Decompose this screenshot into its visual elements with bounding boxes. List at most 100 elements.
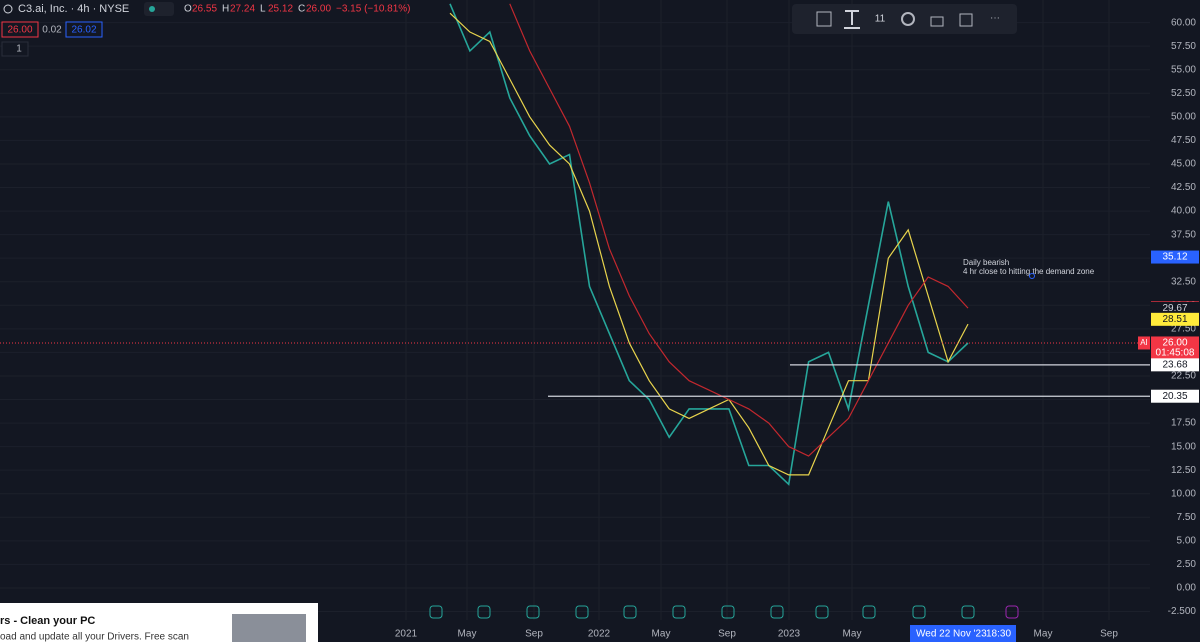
y-tick-label: 50.00 bbox=[1171, 111, 1196, 122]
earnings-icon[interactable] bbox=[912, 605, 926, 619]
status bbox=[144, 2, 174, 16]
toolbar bbox=[792, 4, 1017, 34]
ohlc-key: O bbox=[184, 4, 192, 15]
bid-box[interactable] bbox=[1, 21, 39, 38]
earnings-icon[interactable] bbox=[575, 605, 589, 619]
y-tick-label: 22.50 bbox=[1171, 371, 1196, 382]
annotation: 4 hr close to hitting the demand zone bbox=[963, 267, 1095, 276]
x-tick-label: Sep bbox=[718, 629, 736, 640]
price-label-box bbox=[1151, 358, 1199, 372]
crosshair-time: 18:30 bbox=[986, 629, 1011, 640]
lock[interactable] bbox=[930, 16, 944, 27]
earnings-icon[interactable] bbox=[770, 605, 784, 619]
x-tick-label: May bbox=[652, 629, 671, 640]
indicators-box[interactable] bbox=[1, 41, 29, 57]
badge: AI bbox=[1140, 338, 1148, 347]
price-label: 35.12 bbox=[1162, 252, 1187, 263]
y-tick-label: 7.50 bbox=[1177, 512, 1197, 523]
x-tick-label: Sep bbox=[1100, 629, 1118, 640]
font-size[interactable]: 11 bbox=[875, 14, 886, 25]
y-tick-label: 15.00 bbox=[1171, 441, 1196, 452]
series-line bbox=[509, 3, 969, 457]
ohlc-key: L bbox=[260, 4, 266, 15]
earnings-icon[interactable] bbox=[526, 605, 540, 619]
y-tick-label: 12.50 bbox=[1171, 465, 1196, 476]
earnings-icon[interactable] bbox=[862, 605, 876, 619]
more[interactable]: ··· bbox=[990, 13, 1000, 24]
y-tick-label: 55.00 bbox=[1171, 64, 1196, 75]
price-label-box bbox=[1151, 301, 1199, 315]
x-tick-label: 2021 bbox=[395, 629, 418, 640]
icon bbox=[3, 4, 13, 14]
price-label: 26.00 bbox=[1162, 338, 1187, 349]
symbol: C3.ai, Inc. · 4h · NYSE bbox=[18, 3, 129, 15]
price-label: 28.51 bbox=[1162, 314, 1187, 325]
y-tick-label: 5.00 bbox=[1177, 535, 1197, 546]
y-tick-label: 57.50 bbox=[1171, 41, 1196, 52]
ohlc-key: H bbox=[222, 4, 229, 15]
badge-box bbox=[1138, 336, 1150, 350]
ohlc-key: C bbox=[298, 4, 305, 15]
countdown: 01:45:08 bbox=[1156, 348, 1195, 359]
price-label-box bbox=[1151, 389, 1199, 403]
y-tick-label: 10.00 bbox=[1171, 488, 1196, 499]
anchor bbox=[1029, 273, 1035, 279]
ad-text: oad and update all your Drivers. Free sc… bbox=[0, 632, 189, 642]
price-label: 29.67 bbox=[1162, 303, 1187, 314]
series-line bbox=[449, 12, 969, 476]
y-tick-label: -2.500 bbox=[1168, 606, 1197, 617]
bid: 26.00 bbox=[7, 25, 32, 36]
y-tick-label: 2.50 bbox=[1177, 559, 1197, 570]
ad-title: rs - Clean your PC bbox=[0, 615, 95, 627]
crosshair-date: Wed 22 Nov '23 bbox=[916, 629, 987, 640]
annotation: Daily bearish bbox=[963, 258, 1009, 267]
y-tick-label: 52.50 bbox=[1171, 88, 1196, 99]
ask-box[interactable] bbox=[65, 21, 103, 38]
text-tool[interactable] bbox=[844, 10, 860, 29]
earnings-icon[interactable] bbox=[815, 605, 829, 619]
x-tick-label: 2022 bbox=[588, 629, 611, 640]
y-tick-label: 37.50 bbox=[1171, 229, 1196, 240]
y-tick-label: 17.50 bbox=[1171, 418, 1196, 429]
crosshair-box bbox=[910, 625, 1016, 642]
ohlc-value: 26.00 bbox=[306, 4, 331, 15]
earnings-icon[interactable] bbox=[429, 605, 443, 619]
x-tick-label: May bbox=[1034, 629, 1053, 640]
earnings-icon[interactable] bbox=[961, 605, 975, 619]
ohlc-value: 26.55 bbox=[192, 4, 217, 15]
ask: 26.02 bbox=[71, 25, 96, 36]
earnings-icon[interactable] bbox=[623, 605, 637, 619]
price-label: 23.68 bbox=[1162, 359, 1187, 370]
price-label-box bbox=[1151, 312, 1199, 326]
price-label-box bbox=[1151, 250, 1199, 264]
y-tick-label: 47.50 bbox=[1171, 135, 1196, 146]
y-tick-label: 27.50 bbox=[1171, 323, 1196, 334]
earnings-icon[interactable] bbox=[477, 605, 491, 619]
y-tick-label: 32.50 bbox=[1171, 276, 1196, 287]
y-tick-label: 60.00 bbox=[1171, 17, 1196, 28]
ad-image bbox=[232, 614, 306, 642]
earnings-icon[interactable] bbox=[721, 605, 735, 619]
x-tick-label: May bbox=[458, 629, 477, 640]
y-tick-label: 40.00 bbox=[1171, 206, 1196, 217]
indicators: 1 bbox=[16, 44, 22, 55]
ohlc-value: 27.24 bbox=[230, 4, 255, 15]
price-label-box bbox=[1151, 336, 1199, 359]
x-tick-label: 2023 bbox=[778, 629, 801, 640]
settings[interactable] bbox=[901, 12, 915, 26]
delete[interactable] bbox=[959, 13, 973, 27]
spread: 0.02 bbox=[42, 25, 62, 36]
x-tick-label: Sep bbox=[525, 629, 543, 640]
tool-icon[interactable] bbox=[816, 11, 832, 27]
price-label: 20.35 bbox=[1162, 391, 1187, 402]
ohlc-value: 25.12 bbox=[268, 4, 293, 15]
change: −3.15 (−10.81%) bbox=[336, 4, 411, 15]
earnings-icon[interactable] bbox=[1005, 605, 1019, 619]
status-dot bbox=[149, 6, 155, 12]
earnings-icon[interactable] bbox=[672, 605, 686, 619]
y-tick-label: 42.50 bbox=[1171, 182, 1196, 193]
y-tick-label: 0.00 bbox=[1177, 583, 1197, 594]
